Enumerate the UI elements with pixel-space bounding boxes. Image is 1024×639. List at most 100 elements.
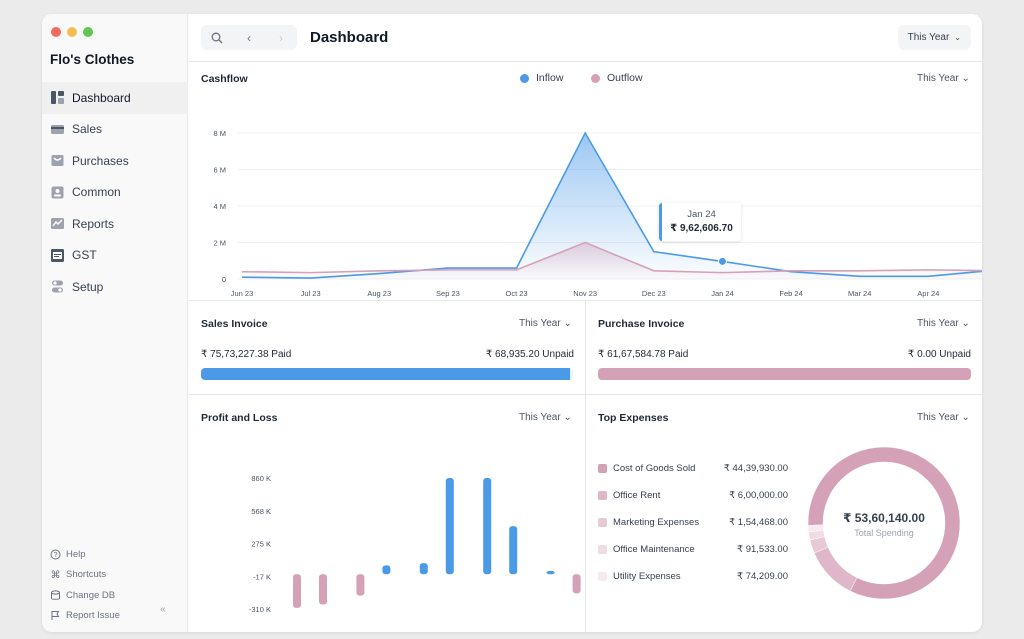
profit-loss-period-select[interactable]: This Year ⌄ xyxy=(519,412,572,423)
y-tick-label: 8 M xyxy=(213,129,226,138)
period-select[interactable]: This Year ⌄ xyxy=(897,25,971,50)
x-tick-label: Jun 23 xyxy=(231,289,254,298)
sidebar-item-label: Sales xyxy=(72,122,103,137)
inflow-line xyxy=(241,131,982,279)
sales-invoice-title: Sales Invoice xyxy=(201,318,268,330)
chevron-down-icon: ⌄ xyxy=(563,412,572,423)
purchase-paid-amount: ₹ 61,67,584.78 Paid xyxy=(598,349,689,360)
sidebar-item-sales[interactable]: Sales xyxy=(42,114,188,146)
donut-center: ₹ 53,60,140.00 Total Spending xyxy=(819,511,949,538)
profit-loss-chart: 860 K 568 K 275 K -17 K -310 K Jun 23 Aug 23 Oc… xyxy=(249,474,581,624)
x-tick-label: Sep 23 xyxy=(436,289,460,298)
expense-name: Office Maintenance xyxy=(613,543,695,555)
forward-button[interactable]: › xyxy=(265,25,297,50)
x-tick-label: Mar 24 xyxy=(848,289,871,298)
expense-swatch xyxy=(598,490,607,500)
y-tick-label: -17 K xyxy=(253,572,271,581)
sidebar-item-label: Purchases xyxy=(72,153,129,168)
sidebar-item-reports[interactable]: Reports xyxy=(42,208,188,240)
sidebar-item-label: Reports xyxy=(72,216,115,231)
expense-swatch xyxy=(598,571,607,581)
expense-value: ₹ 74,209.00 xyxy=(737,570,788,582)
x-tick-label: Dec 23 xyxy=(642,289,666,298)
y-tick-label: 0 xyxy=(222,275,226,284)
expense-row: Cost of Goods Sold ₹ 44,39,930.00 xyxy=(598,461,788,475)
y-tick-label: 860 K xyxy=(251,474,271,483)
help-link[interactable]: ? Help xyxy=(50,544,120,565)
purchase-invoice-bar xyxy=(598,368,971,380)
reports-icon xyxy=(51,218,64,230)
pl-bar xyxy=(509,526,518,575)
inflow-point-highlight xyxy=(717,256,727,266)
y-tick-label: -310 K xyxy=(249,605,271,614)
nav-button-group: ‹ › xyxy=(201,25,297,50)
x-tick-label: Jun 23 xyxy=(286,623,309,624)
inflow-area xyxy=(242,133,982,279)
purchase-invoice-title: Purchase Invoice xyxy=(598,318,685,330)
expense-swatch xyxy=(598,544,607,554)
gst-icon xyxy=(51,248,64,262)
window-controls xyxy=(51,27,93,37)
expense-name: Utility Expenses xyxy=(613,570,681,582)
flag-icon xyxy=(51,611,60,621)
divider xyxy=(189,394,982,395)
change-db-link[interactable]: Change DB xyxy=(50,585,120,606)
sidebar-item-gst[interactable]: GST xyxy=(42,240,188,272)
chevron-left-icon: ‹ xyxy=(247,30,251,45)
collapse-sidebar-icon[interactable]: « xyxy=(160,604,166,615)
period-label: This Year xyxy=(917,73,959,84)
sidebar-item-label: GST xyxy=(72,248,97,263)
legend-swatch xyxy=(591,73,600,83)
sidebar-item-label: Setup xyxy=(72,279,104,294)
sales-paid-fill xyxy=(201,368,570,380)
top-expenses-title: Top Expenses xyxy=(598,412,669,424)
profit-loss-title: Profit and Loss xyxy=(201,412,278,424)
sales-icon xyxy=(51,124,64,134)
search-icon xyxy=(211,32,223,43)
sidebar-item-purchases[interactable]: Purchases xyxy=(42,145,188,177)
maximize-window-button[interactable] xyxy=(83,27,93,37)
period-label: This Year xyxy=(917,412,959,423)
x-tick-label: Jan 24 xyxy=(711,289,734,298)
sidebar-item-dashboard[interactable]: Dashboard xyxy=(42,82,188,114)
y-tick-label: 2 M xyxy=(213,239,226,248)
donut-slice xyxy=(807,446,961,600)
expense-name: Cost of Goods Sold xyxy=(613,462,696,474)
minimize-window-button[interactable] xyxy=(67,27,77,37)
page-title: Dashboard xyxy=(310,29,389,46)
setup-icon xyxy=(52,280,63,293)
outflow-area xyxy=(242,242,982,279)
help-link-label: Help xyxy=(66,548,86,560)
chevron-down-icon: ⌄ xyxy=(961,318,970,329)
legend-outflow: Outflow xyxy=(591,72,643,84)
cashflow-period-select[interactable]: This Year ⌄ xyxy=(917,73,970,84)
sales-paid-amount: ₹ 75,73,227.38 Paid xyxy=(201,349,292,360)
sidebar-footer: ? Help ⌘ Shortcuts Change DB Report Issu… xyxy=(50,544,120,626)
chevron-down-icon: ⌄ xyxy=(954,33,961,42)
dashboard-icon xyxy=(51,91,64,105)
cashflow-title: Cashflow xyxy=(201,73,248,85)
sales-invoice-period-select[interactable]: This Year ⌄ xyxy=(519,318,572,329)
sidebar-item-common[interactable]: Common xyxy=(42,177,188,209)
period-label: This Year xyxy=(917,318,959,329)
top-bar: ‹ › Dashboard This Year ⌄ xyxy=(189,14,982,62)
tooltip-label: Jan 24 xyxy=(687,209,716,220)
expense-value: ₹ 44,39,930.00 xyxy=(723,462,788,474)
purchase-invoice-period-select[interactable]: This Year ⌄ xyxy=(917,318,970,329)
search-button[interactable] xyxy=(201,25,233,50)
back-button[interactable]: ‹ xyxy=(233,25,265,50)
expense-row: Utility Expenses ₹ 74,209.00 xyxy=(598,569,788,583)
shortcuts-link-label: Shortcuts xyxy=(66,569,107,581)
close-window-button[interactable] xyxy=(51,27,61,37)
expenses-donut-chart xyxy=(807,446,961,600)
shortcuts-link[interactable]: ⌘ Shortcuts xyxy=(50,565,120,586)
sidebar-nav: Dashboard Sales Purchases Common Reports… xyxy=(42,82,188,303)
y-tick-label: 4 M xyxy=(213,202,226,211)
top-expenses-period-select[interactable]: This Year ⌄ xyxy=(917,412,970,423)
report-issue-link[interactable]: Report Issue xyxy=(50,606,120,627)
period-select-label: This Year xyxy=(907,32,950,43)
purchase-paid-fill xyxy=(598,368,971,380)
donut-slice xyxy=(807,524,824,533)
expense-value: ₹ 91,533.00 xyxy=(737,543,788,555)
sidebar-item-setup[interactable]: Setup xyxy=(42,271,188,303)
